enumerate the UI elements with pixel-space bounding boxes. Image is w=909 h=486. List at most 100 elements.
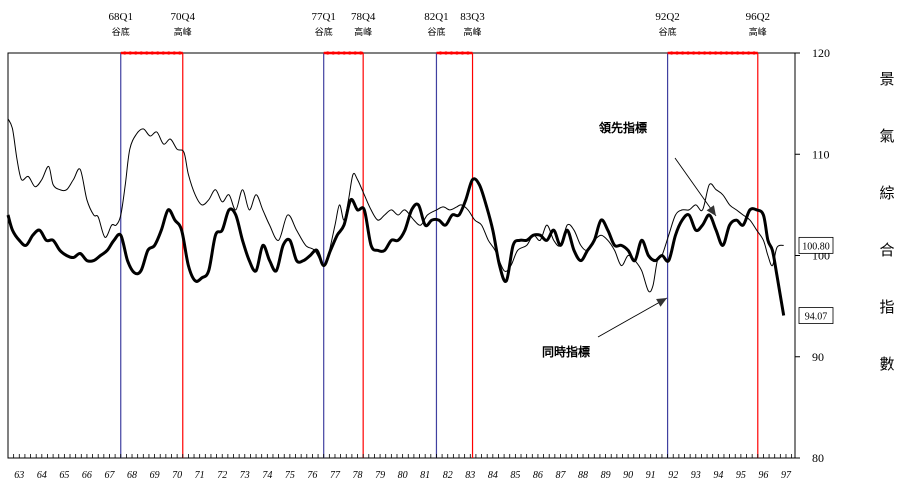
expansion-dot [156, 51, 160, 55]
x-label-67: 67 [104, 470, 115, 481]
turning-type-83Q3: 高峰 [464, 26, 482, 38]
expansion-dot [746, 51, 751, 55]
y-title-char: 數 [879, 355, 894, 373]
x-label-91: 91 [646, 470, 656, 481]
x-label-80: 80 [398, 470, 408, 481]
turning-code-68Q1: 68Q1 [109, 11, 133, 23]
expansion-dot [128, 51, 132, 55]
turning-type-77Q1: 谷底 [315, 26, 333, 38]
turning-code-78Q4: 78Q4 [351, 11, 376, 23]
x-label-97: 97 [781, 470, 792, 481]
expansion-dot [691, 51, 696, 55]
turning-code-83Q3: 83Q3 [460, 11, 485, 23]
x-label-92: 92 [668, 470, 678, 481]
turning-code-70Q4: 70Q4 [171, 11, 196, 23]
expansion-dot [669, 51, 674, 55]
expansion-dot [139, 51, 143, 55]
y-title-char: 氣 [879, 127, 894, 145]
annotation-arrow-line-0 [674, 157, 717, 217]
turning-code-82Q1: 82Q1 [424, 11, 448, 23]
expansion-dot [337, 51, 341, 55]
expansion-dot [342, 51, 346, 55]
expansion-dot [708, 51, 712, 55]
x-label-83: 83 [465, 470, 475, 481]
x-label-68: 68 [127, 470, 137, 481]
expansion-dot [719, 51, 723, 55]
expansion-dot [675, 51, 679, 55]
expansion-dot [348, 51, 352, 55]
x-label-76: 76 [307, 470, 317, 481]
expansion-dot [741, 51, 745, 55]
x-label-64: 64 [37, 470, 47, 481]
expansion-dot [713, 51, 718, 55]
x-label-84: 84 [488, 470, 498, 481]
y-title-char: 綜 [879, 184, 894, 202]
expansion-dot [150, 51, 154, 55]
x-label-86: 86 [533, 470, 543, 481]
expansion-dot [466, 51, 470, 55]
x-label-95: 95 [736, 470, 746, 481]
end-value-labels: 100.80 94.07 [798, 236, 834, 324]
x-label-78: 78 [353, 470, 363, 481]
y-label-80: 80 [812, 451, 824, 465]
x-label-77: 77 [330, 470, 341, 481]
end-value-box [798, 307, 834, 324]
turning-code-77Q1: 77Q1 [311, 11, 335, 23]
y-label-90: 90 [812, 350, 824, 364]
x-label-89: 89 [601, 470, 611, 481]
end-value-text: 94.07 [805, 312, 828, 323]
expansion-dot [331, 51, 335, 55]
expansion-dot [172, 51, 176, 55]
turning-code-92Q2: 92Q2 [655, 11, 679, 23]
x-label-81: 81 [420, 470, 430, 481]
annotation-0: 領先指標 [598, 120, 647, 135]
turning-type-68Q1: 谷底 [112, 26, 130, 38]
expansion-dot [353, 51, 357, 55]
x-label-65: 65 [59, 470, 69, 481]
series-line-1 [6, 177, 786, 316]
x-label-63: 63 [14, 470, 24, 481]
turning-type-92Q2: 谷底 [659, 26, 677, 38]
annotation-arrowhead-1 [656, 298, 667, 307]
end-value-text: 100.80 [802, 241, 830, 252]
expansion-dot [145, 51, 149, 55]
expansion-dot [702, 51, 707, 55]
y-title-char: 指 [879, 298, 894, 316]
expansion-dot [359, 51, 363, 55]
expansion-markers [120, 51, 758, 55]
y-label-110: 110 [812, 147, 830, 161]
x-label-82: 82 [443, 470, 453, 481]
turning-type-70Q4: 高峰 [174, 26, 192, 38]
turning-point-labels: 68Q1 谷底 70Q4 高峰 77Q1 谷底 78Q4 高峰 82Q1 谷底 83Q3 高峰 92Q2… [109, 11, 770, 38]
expansion-dot [752, 51, 756, 55]
end-value-box [798, 236, 834, 254]
expansion-dot [680, 51, 685, 55]
expansion-dot [123, 51, 127, 55]
expansion-dot [444, 51, 448, 55]
x-label-93: 93 [691, 470, 701, 481]
x-label-85: 85 [510, 470, 520, 481]
x-label-72: 72 [217, 470, 227, 481]
x-label-96: 96 [758, 470, 768, 481]
x-label-69: 69 [150, 470, 160, 481]
series-lines [6, 118, 786, 316]
y-label-120: 120 [812, 46, 830, 60]
turning-code-96Q2: 96Q2 [746, 11, 770, 23]
expansion-dot [724, 51, 729, 55]
expansion-dot [167, 51, 171, 55]
annotation-1: 同時指標 [542, 344, 590, 359]
expansion-dot [161, 51, 165, 55]
expansion-dot [326, 51, 330, 55]
x-label-71: 71 [195, 470, 205, 481]
x-label-73: 73 [240, 470, 250, 481]
expansion-dot [455, 51, 459, 55]
turning-type-78Q4: 高峰 [354, 26, 372, 38]
x-label-74: 74 [262, 470, 272, 481]
x-axis-labels: 63 64 65 66 67 68 69 70 71 72 73 74 75 76 77 78 79 80 81 82… [14, 470, 792, 481]
expansion-dot [735, 51, 740, 55]
turning-type-82Q1: 谷底 [427, 26, 445, 38]
expansion-dot [178, 51, 182, 55]
x-label-94: 94 [713, 470, 723, 481]
